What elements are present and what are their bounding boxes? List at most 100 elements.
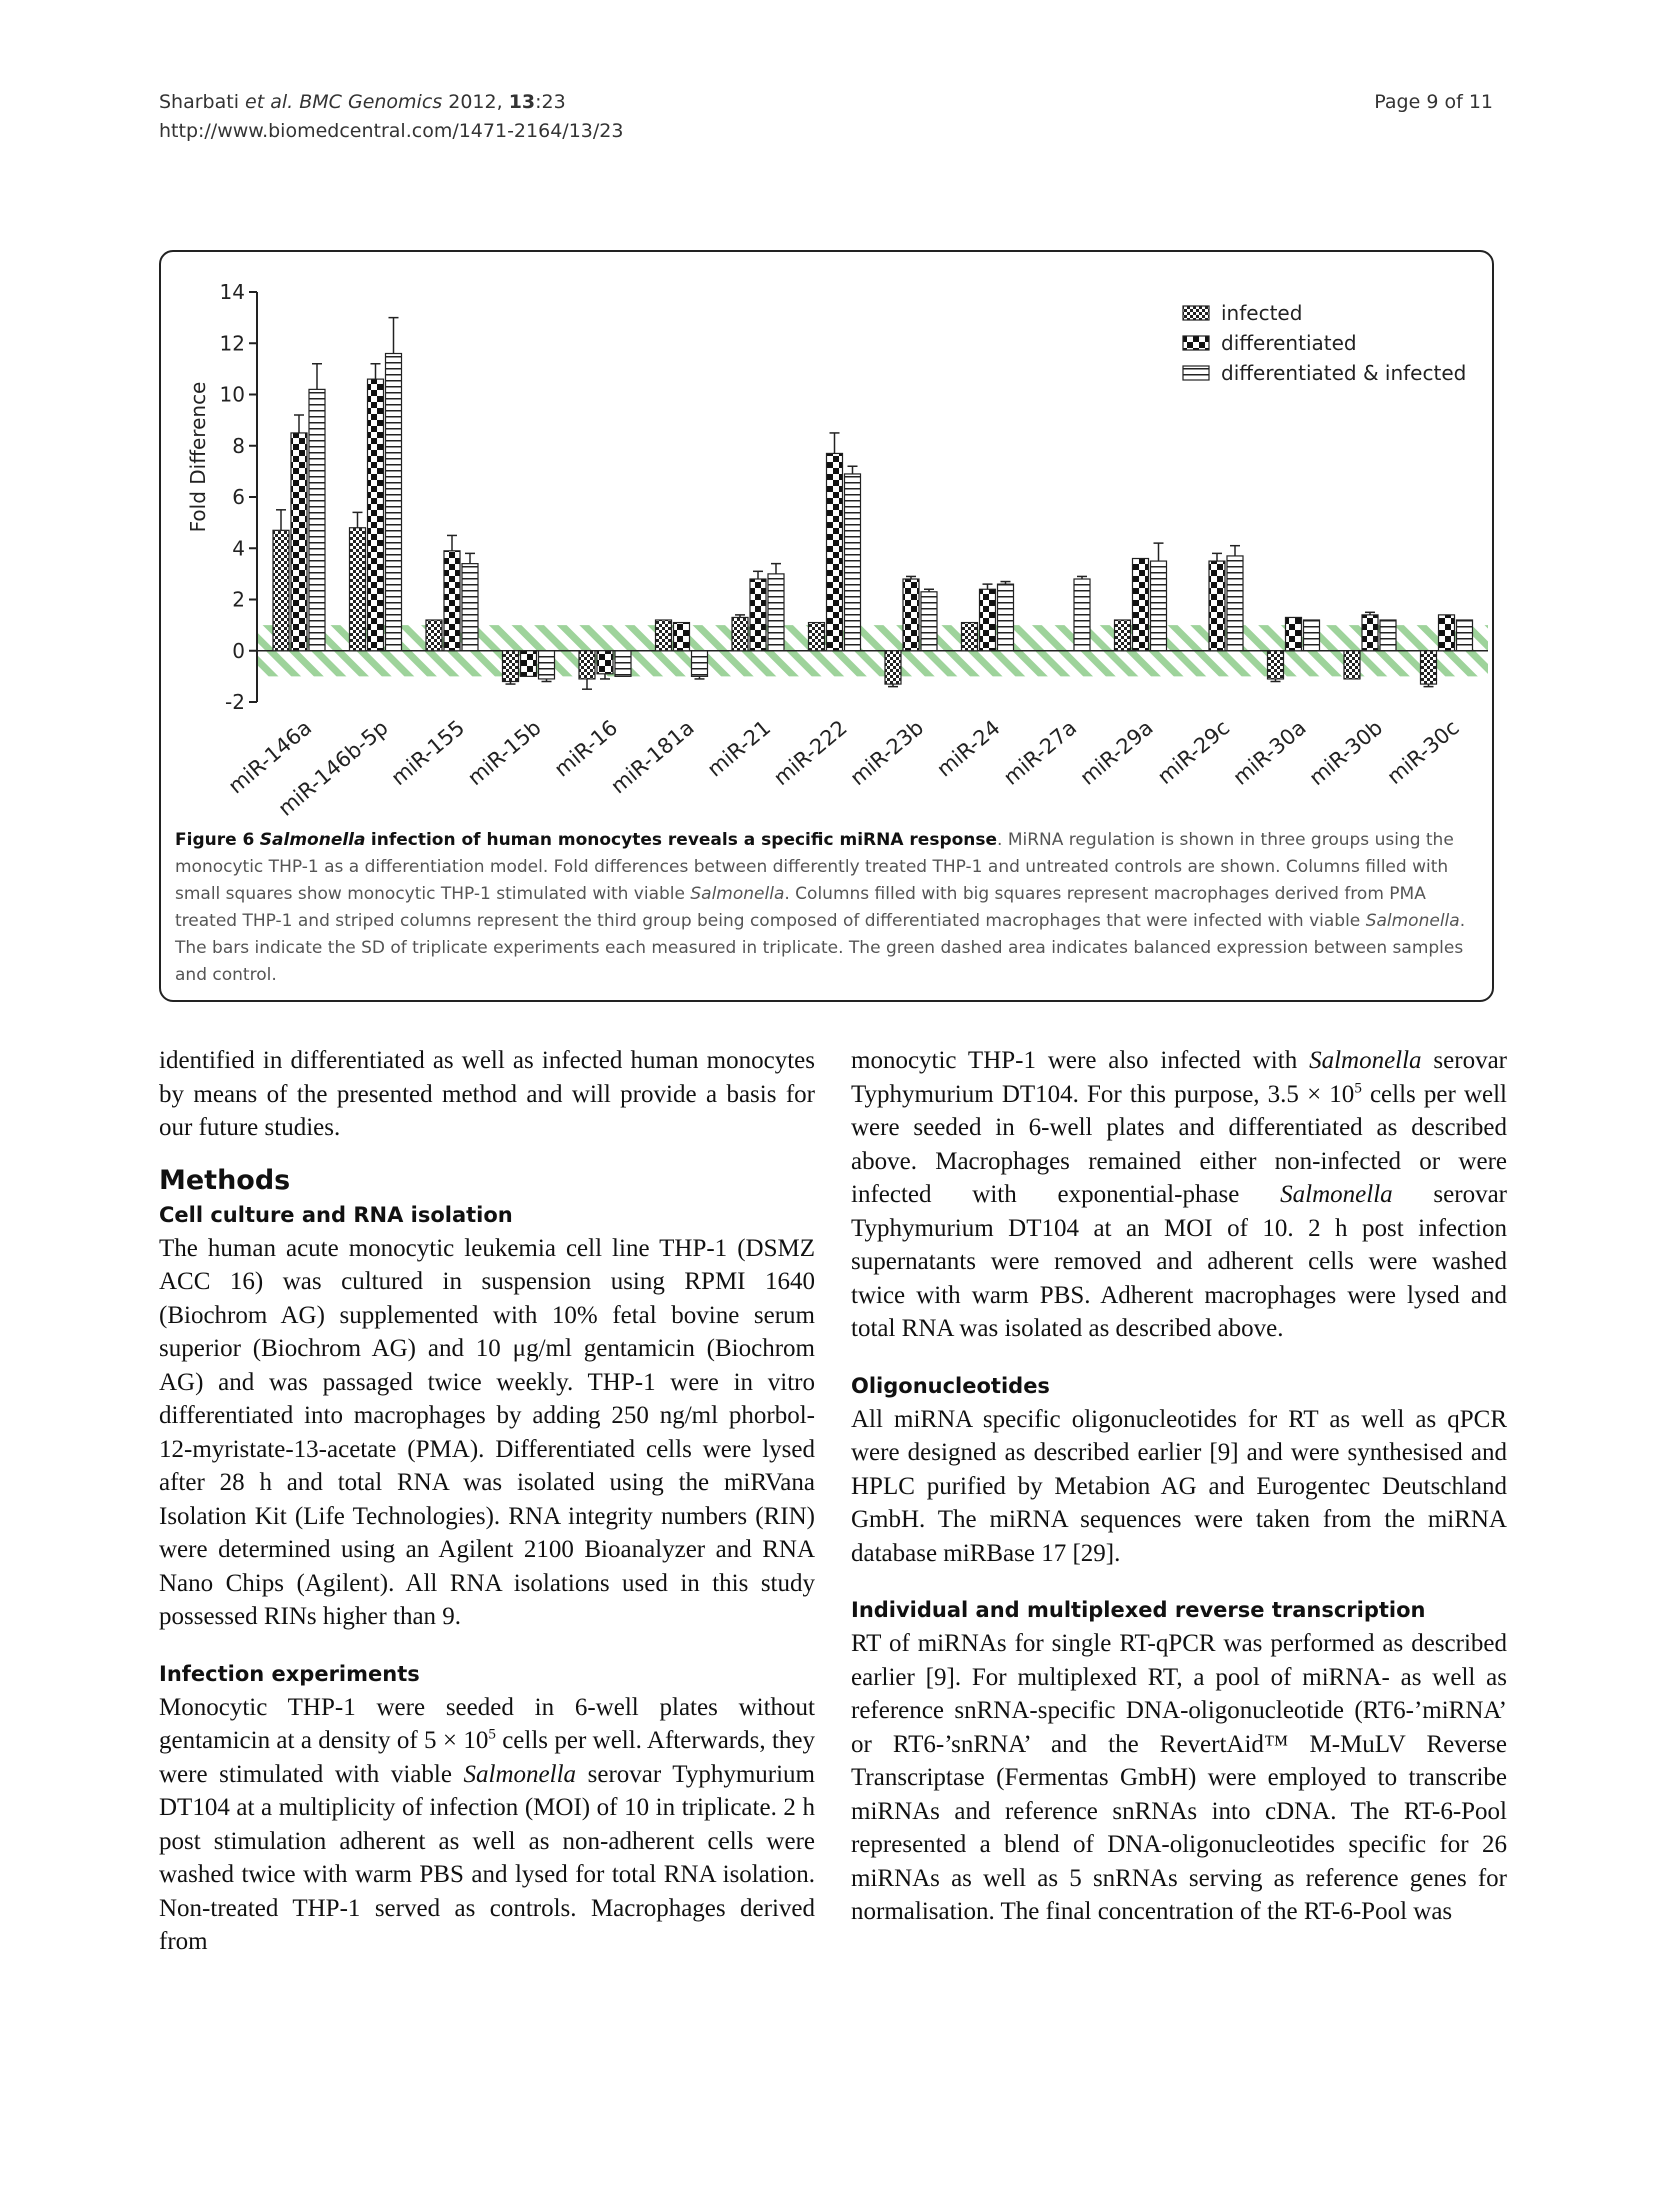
y-tick-label: 14 bbox=[220, 280, 245, 304]
bar bbox=[308, 388, 326, 652]
x-tick-label: miR-181a bbox=[606, 715, 698, 798]
caption-text-3: . The bars indicate the SD of triplicate… bbox=[175, 911, 1466, 985]
bar bbox=[519, 650, 538, 677]
y-tick-label: 2 bbox=[232, 588, 245, 612]
caption-text-2: . Columns filled with big squares repres… bbox=[175, 884, 1426, 931]
bar bbox=[596, 650, 614, 675]
infection-text-c: serovar Typhymurium DT104 at a multiplic… bbox=[159, 1760, 815, 1956]
bar bbox=[1437, 614, 1456, 652]
infection-paragraph: Monocytic THP-1 were seeded in 6-well pl… bbox=[159, 1691, 815, 1959]
bar bbox=[825, 452, 844, 652]
infection-text-b: cells per well. Afterwards, they were st… bbox=[159, 1727, 816, 1788]
x-tick-label: miR-24 bbox=[932, 715, 1004, 781]
page-number: Page 9 of 11 bbox=[1374, 91, 1493, 113]
p1-text-c: cells per well were seeded in 6-well pla… bbox=[851, 1080, 1507, 1209]
caption-text-1: . MiRNA regulation is shown in three gro… bbox=[175, 830, 1454, 904]
right-column: monocytic THP-1 were also infected with … bbox=[851, 1044, 1507, 1929]
caption-label: Figure 6 bbox=[175, 830, 255, 850]
bar bbox=[978, 588, 997, 652]
x-tick-label: miR-155 bbox=[387, 715, 470, 790]
citation-journal: BMC Genomics bbox=[299, 91, 443, 113]
x-tick-label: miR-16 bbox=[550, 715, 622, 781]
citation-etal: et al. bbox=[245, 91, 294, 113]
legend-label: differentiated & infected bbox=[1221, 361, 1466, 385]
bar bbox=[272, 529, 290, 652]
p1-text-a: monocytic THP-1 were also infected with bbox=[851, 1047, 1310, 1074]
bar bbox=[1208, 560, 1226, 652]
bar bbox=[767, 573, 785, 652]
bar bbox=[1284, 616, 1303, 652]
cell-culture-paragraph: The human acute monocytic leukemia cell … bbox=[159, 1234, 815, 1631]
reverse-transcription-heading: Individual and multiplexed reverse trans… bbox=[851, 1598, 1426, 1622]
citation-year: 2012, bbox=[448, 91, 503, 113]
legend-label: infected bbox=[1221, 301, 1302, 325]
bar bbox=[902, 578, 920, 652]
bar bbox=[1379, 619, 1397, 652]
bar bbox=[920, 591, 938, 652]
y-tick-label: 10 bbox=[220, 383, 245, 407]
p1-italic-1: Salmonella bbox=[1309, 1047, 1422, 1074]
y-tick-label: 8 bbox=[232, 434, 245, 458]
bar bbox=[366, 378, 385, 652]
citation-author: Sharbati bbox=[159, 91, 239, 113]
infection-heading: Infection experiments bbox=[159, 1661, 420, 1686]
bar bbox=[843, 473, 862, 652]
bar bbox=[749, 578, 767, 652]
bar bbox=[461, 563, 479, 652]
bar bbox=[960, 621, 979, 652]
figure-caption: Figure 6 Salmonella infection of human m… bbox=[175, 827, 1480, 989]
bar bbox=[1149, 560, 1168, 652]
y-tick-label: 12 bbox=[220, 331, 245, 355]
y-tick-label: 6 bbox=[232, 485, 245, 509]
running-header-citation: Sharbati et al. BMC Genomics 2012, 13:23… bbox=[159, 88, 623, 146]
bar bbox=[537, 650, 556, 680]
x-tick-label: miR-21 bbox=[703, 715, 775, 781]
caption-italic-2: Salmonella bbox=[1365, 911, 1460, 931]
left-column: identified in differentiated as well as … bbox=[159, 1044, 815, 1959]
x-tick-label: miR-222 bbox=[769, 715, 852, 790]
bar bbox=[348, 527, 367, 652]
oligonucleotides-paragraph: All miRNA specific oligonucleotides for … bbox=[851, 1405, 1507, 1567]
x-tick-label: miR-30b bbox=[1305, 715, 1388, 790]
x-tick-label: miR-30c bbox=[1382, 715, 1463, 789]
p1-italic-2: Salmonella bbox=[1280, 1181, 1393, 1208]
infection-text-a: Monocytic THP-1 were seeded in 6-well pl… bbox=[159, 1693, 815, 1755]
x-tick-label: miR-29a bbox=[1075, 715, 1157, 789]
p1-sup: 5 bbox=[1354, 1080, 1362, 1097]
x-tick-label: miR-27a bbox=[999, 715, 1081, 789]
citation-line: Sharbati et al. BMC Genomics 2012, 13:23 bbox=[159, 88, 623, 117]
citation-volume: 13 bbox=[508, 91, 536, 113]
infection-italic: Salmonella bbox=[463, 1760, 577, 1788]
p1-text-b: serovar Typhymurium DT104. For this purp… bbox=[851, 1047, 1507, 1108]
bar bbox=[884, 650, 902, 685]
bar bbox=[1131, 557, 1150, 652]
bar bbox=[1266, 650, 1285, 680]
bar bbox=[384, 352, 403, 652]
bar bbox=[1226, 555, 1244, 652]
caption-title-italic: Salmonella bbox=[259, 830, 366, 850]
article-url[interactable]: http://www.biomedcentral.com/1471-2164/1… bbox=[159, 120, 624, 142]
bar bbox=[578, 650, 596, 680]
bar bbox=[996, 583, 1015, 652]
bar bbox=[690, 650, 709, 677]
bar bbox=[807, 621, 826, 652]
bar bbox=[672, 621, 691, 652]
x-tick-label: miR-15b bbox=[463, 715, 546, 790]
methods-heading: Methods bbox=[159, 1164, 291, 1196]
legend-label: differentiated bbox=[1221, 331, 1357, 355]
bar bbox=[1073, 578, 1091, 652]
bar bbox=[731, 616, 749, 652]
legend-swatch bbox=[1182, 335, 1210, 351]
y-tick-label: 0 bbox=[232, 639, 245, 663]
bar bbox=[1302, 619, 1321, 652]
y-axis-title: Fold Difference bbox=[186, 382, 210, 533]
bar bbox=[1361, 614, 1379, 652]
caption-italic-1: Salmonella bbox=[690, 884, 785, 904]
infection-macrophage-paragraph: monocytic THP-1 were also infected with … bbox=[851, 1044, 1507, 1346]
infection-sup: 5 bbox=[488, 1726, 496, 1743]
bar bbox=[501, 650, 520, 683]
caption-title: infection of human monocytes reveals a s… bbox=[370, 830, 998, 850]
bar bbox=[1419, 650, 1438, 685]
legend-swatch bbox=[1182, 305, 1210, 321]
